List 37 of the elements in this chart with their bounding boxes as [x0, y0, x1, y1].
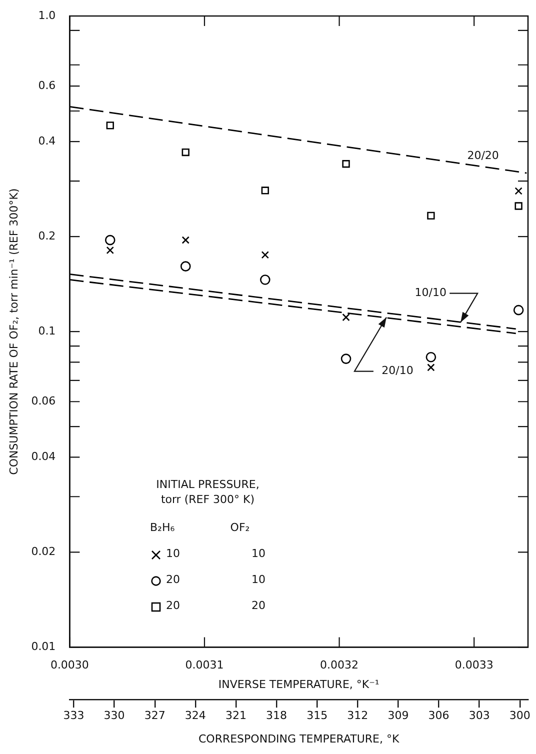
legend-label: 10 10	[166, 547, 266, 562]
annotation: 20/20	[467, 148, 499, 162]
x2-tick-label: 300	[509, 709, 530, 722]
x-tick-label: 0.0031	[185, 658, 224, 672]
y-tick-label: 0.1	[38, 324, 56, 338]
annotation: 10/10	[414, 286, 446, 300]
x2-tick-label: 312	[347, 709, 368, 722]
y-tick-label: 0.06	[31, 394, 56, 408]
y-tick-label: 0.4	[38, 134, 56, 148]
x2-tick-label: 309	[388, 709, 409, 722]
x2-axis-title: CORRESPONDING TEMPERATURE, °K	[198, 732, 400, 746]
x-tick-label: 0.0032	[320, 658, 359, 672]
x2-tick-label: 318	[266, 709, 288, 722]
legend-label: 20 20	[166, 599, 266, 614]
y-tick-label: 0.6	[38, 78, 56, 92]
annotation: 20/10	[382, 364, 414, 378]
y-tick-label: 1.0	[38, 8, 56, 22]
x2-tick-label: 303	[468, 709, 490, 722]
annotation: B₂H₆	[150, 521, 176, 536]
y-tick-label: 0.2	[38, 229, 56, 242]
x2-tick-label: 333	[63, 709, 84, 722]
x2-tick-label: 306	[428, 709, 450, 722]
x2-tick-label: 327	[144, 709, 166, 722]
x-axis-title: INVERSE TEMPERATURE, °K⁻¹	[218, 678, 380, 691]
x-tick-label: 0.0033	[454, 658, 494, 672]
x2-tick-label: 321	[225, 709, 246, 722]
y-tick-label: 0.02	[31, 545, 56, 558]
annotation: OF₂	[229, 521, 251, 536]
x-tick-label: 0.0030	[50, 658, 89, 672]
legend-title: INITIAL PRESSURE, torr (REF 300° K)	[155, 478, 260, 508]
legend-label: 20 10	[166, 573, 266, 588]
x2-tick-label: 324	[184, 709, 206, 722]
y-tick-label: 0.01	[31, 640, 56, 654]
y-axis-title: CONSUMPTION RATE OF OF₂, torr min⁻¹ (REF 300°K)	[7, 188, 20, 475]
x2-tick-label: 315	[306, 709, 328, 722]
x2-tick-label: 330	[104, 709, 125, 722]
y-tick-label: 0.04	[31, 450, 56, 464]
